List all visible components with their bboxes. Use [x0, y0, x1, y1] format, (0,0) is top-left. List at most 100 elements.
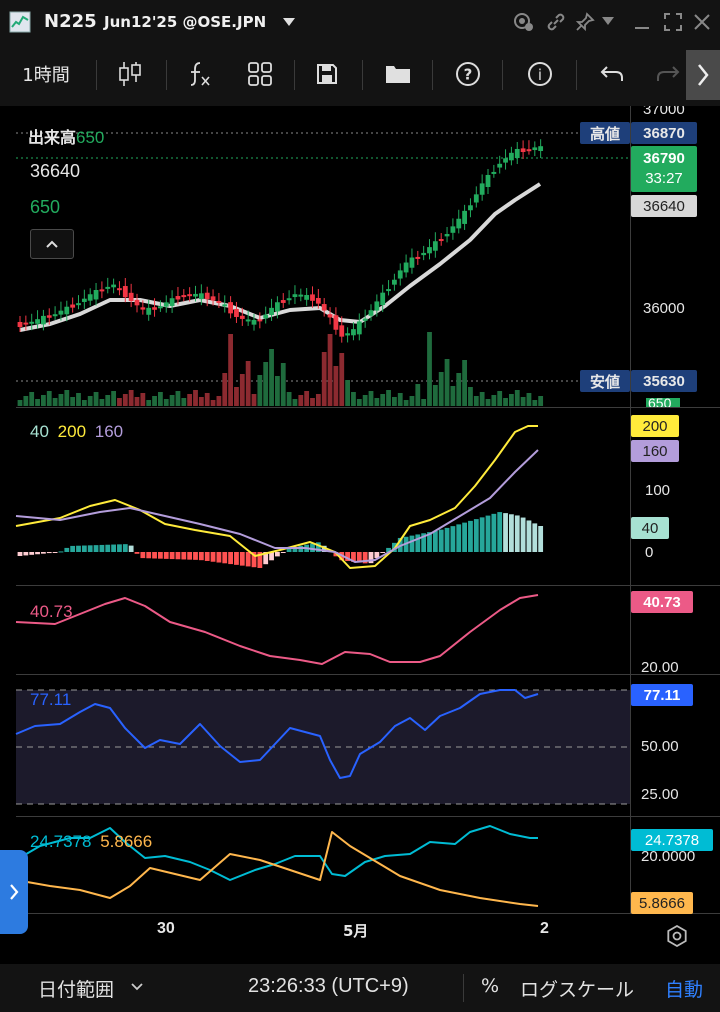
auto-scale-button[interactable]: 自動	[665, 979, 704, 1001]
candle-body	[339, 325, 345, 337]
macd-hist-bar	[146, 552, 152, 559]
volume-bar	[456, 373, 462, 406]
macd-hist-bar	[257, 552, 263, 568]
undo-icon	[600, 66, 623, 81]
close-icon[interactable]	[692, 12, 712, 32]
volume-bar	[479, 392, 485, 406]
save-icon	[317, 64, 337, 84]
chart-type-button[interactable]	[108, 54, 152, 94]
interval-button[interactable]: 1時間	[10, 54, 82, 94]
macd-hist-bar	[251, 552, 257, 568]
xaxis-divider	[16, 913, 630, 914]
macd-hist-bar	[175, 552, 181, 560]
minimize-icon[interactable]	[633, 12, 651, 32]
macd-hist-bar	[380, 552, 386, 553]
candle-body	[321, 304, 327, 311]
macd-hist-bar	[286, 548, 292, 552]
percent-button[interactable]: %	[481, 975, 500, 997]
candle-body	[146, 307, 152, 315]
candle-body	[122, 286, 128, 298]
redo-button[interactable]	[648, 54, 688, 94]
collapse-legend-button[interactable]	[30, 229, 74, 259]
toolbar-scroll-right[interactable]	[686, 50, 720, 100]
high-label-tag: 高値	[580, 122, 630, 144]
xaxis-label-2: 2	[540, 920, 549, 937]
chart-canvas[interactable]	[0, 106, 720, 964]
volume-bar	[187, 394, 193, 406]
candle-body	[479, 183, 485, 195]
volume-legend-label: 出来高	[28, 128, 77, 147]
symbol-title[interactable]: N225	[44, 11, 97, 32]
candle-body	[70, 304, 76, 308]
chevron-down-icon[interactable]	[283, 17, 295, 27]
dmi-tag-1: 24.7378	[631, 829, 713, 851]
candle-body	[187, 294, 193, 297]
open-button[interactable]	[376, 54, 420, 94]
volume-bar	[368, 391, 374, 406]
volume-bar	[158, 392, 163, 406]
pane-divider	[16, 585, 630, 586]
macd-hist-bar	[345, 552, 350, 562]
candle-body	[538, 146, 544, 151]
chevron-down-icon[interactable]	[602, 16, 614, 26]
bottom-divider	[463, 974, 464, 1002]
macd-hist-bar	[485, 515, 491, 552]
volume-bar	[76, 393, 81, 406]
macd-hist-bar	[368, 552, 374, 564]
candle-body	[46, 315, 52, 318]
undo-button[interactable]	[590, 54, 634, 94]
clock-display[interactable]: 23:26:33 (UTC+9)	[248, 975, 409, 997]
pin-icon[interactable]	[575, 12, 595, 32]
volume-bar	[17, 400, 23, 406]
volume-bar	[503, 398, 508, 406]
toolbar-divider	[362, 60, 363, 90]
volume-bar	[532, 400, 538, 406]
macd-hist-bar	[538, 526, 544, 552]
side-panel-toggle[interactable]	[0, 850, 28, 934]
macd-hist-bar	[275, 552, 280, 557]
volume-bar	[468, 387, 473, 406]
rsi-axis-25: 25.00	[641, 786, 679, 803]
candle-body	[409, 257, 415, 268]
volume-legend: 出来高650	[28, 124, 104, 148]
candle-body	[158, 306, 163, 309]
volume-axis-value: 650	[648, 398, 672, 407]
macd-hist-bar	[444, 527, 450, 552]
symbol-subtitle[interactable]: Jun12'25 @OSE.JPN	[104, 13, 267, 31]
maximize-icon[interactable]	[663, 12, 683, 32]
volume-bar	[181, 398, 187, 406]
candle-body	[509, 152, 514, 161]
layout-button[interactable]	[238, 54, 282, 94]
candle-body	[304, 295, 310, 300]
dmi-orange-line	[15, 831, 539, 907]
settings-icon[interactable]	[666, 925, 688, 947]
macd-hist-bar	[526, 520, 532, 552]
macd-hist-bar	[193, 552, 198, 560]
macd-hist-bar	[216, 552, 222, 563]
chart-area[interactable]	[0, 106, 720, 964]
link-icon[interactable]	[546, 12, 566, 32]
chevron-down-icon[interactable]	[130, 982, 144, 992]
camera-icon[interactable]	[512, 12, 534, 32]
save-button[interactable]	[305, 54, 349, 94]
log-scale-button[interactable]: ログスケール	[520, 979, 635, 1001]
help-button[interactable]: ?	[446, 54, 490, 94]
indicators-button[interactable]	[178, 54, 222, 94]
candle-body	[193, 293, 198, 297]
macd-hist-bar	[292, 547, 298, 552]
macd-hist-bar	[432, 530, 438, 552]
candle-body	[503, 158, 508, 163]
low-label-tag: 安値	[580, 370, 630, 392]
volume-bar	[526, 393, 532, 406]
volume-bar	[485, 399, 491, 406]
dmi-value-1: 24.7378	[30, 832, 92, 851]
candle-body	[251, 319, 257, 325]
folder-icon	[386, 66, 410, 83]
candle-body	[269, 307, 274, 315]
volume-bar	[403, 400, 409, 406]
pane-divider	[16, 407, 630, 408]
date-range-button[interactable]: 日付範囲	[38, 979, 115, 1001]
candle-body	[421, 252, 427, 256]
candle-body	[374, 301, 380, 311]
info-button[interactable]: i	[518, 54, 562, 94]
